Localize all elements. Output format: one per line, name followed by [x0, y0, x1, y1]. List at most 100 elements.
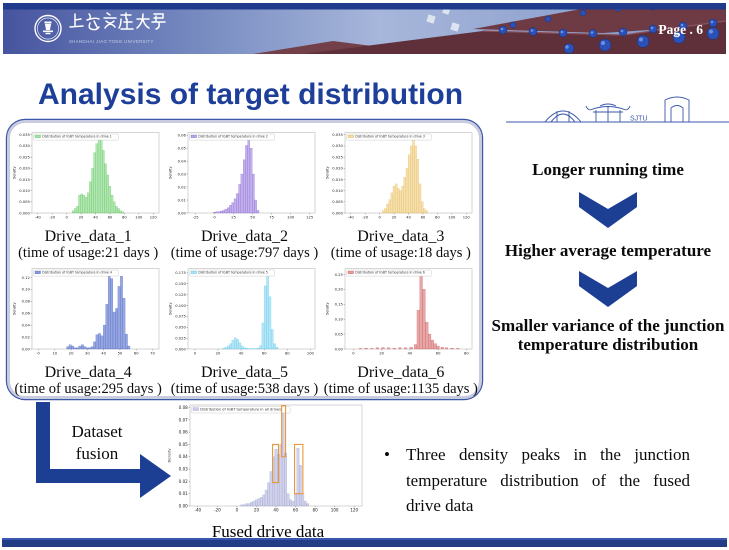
svg-text:20: 20	[216, 351, 221, 355]
bullet-marker: •	[384, 445, 390, 464]
svg-text:60: 60	[293, 508, 299, 513]
svg-text:0.025: 0.025	[19, 155, 30, 159]
svg-text:100: 100	[288, 215, 296, 219]
svg-text:40: 40	[407, 351, 412, 355]
dataset-fusion-arrow-icon	[36, 402, 171, 498]
page-title: Analysis of target distribution	[38, 78, 464, 111]
svg-text:0: 0	[66, 215, 69, 219]
banner-art: SHANGHAI JIAO TONG UNIVERSITY Page . 6	[3, 2, 727, 54]
svg-text:Density: Density	[13, 166, 17, 179]
svg-text:120: 120	[350, 508, 358, 513]
svg-text:Density: Density	[169, 302, 173, 315]
svg-text:-40: -40	[35, 215, 42, 219]
svg-text:40: 40	[273, 508, 279, 513]
svg-text:Density: Density	[325, 166, 329, 179]
svg-text:-20: -20	[362, 215, 369, 219]
bullet-text: Three density peaks in the junction temp…	[405, 445, 690, 515]
svg-text:0.075: 0.075	[176, 314, 187, 318]
svg-text:0.06: 0.06	[178, 133, 187, 137]
banner: SHANGHAI JIAO TONG UNIVERSITY Page . 6	[3, 2, 727, 54]
svg-text:0.05: 0.05	[334, 332, 343, 336]
svg-text:0.000: 0.000	[332, 211, 343, 215]
svg-text:30: 30	[85, 351, 90, 355]
svg-text:25: 25	[232, 215, 237, 219]
svg-text:120: 120	[463, 215, 471, 219]
chart-cell-drive4: 0 10 20 30 40 50 60 70 0.00 0.02 0.04 0.06 0.08 0.10 0…	[10, 262, 166, 398]
chart-subcaption: (time of usage:797 days )	[170, 244, 319, 261]
svg-text:0.03: 0.03	[178, 172, 187, 176]
svg-text:0.175: 0.175	[176, 271, 187, 275]
svg-text:Distribution of IGBT temperatu: Distribution of IGBT temperature in all …	[200, 407, 281, 411]
chart-subcaption: (time of usage:21 days )	[18, 244, 159, 261]
svg-text:0.015: 0.015	[332, 178, 343, 182]
svg-text:0.04: 0.04	[22, 323, 31, 327]
chart-subcaption: (time of usage:538 days )	[170, 380, 319, 397]
svg-text:0.020: 0.020	[332, 167, 343, 171]
svg-text:80: 80	[435, 215, 440, 219]
svg-text:Density: Density	[13, 302, 17, 315]
charts-panel: -40 -20 0 20 40 60 80 100 120 0.000 0.005 0.010 0.01…	[7, 120, 482, 399]
chart-cell-drive6: 0 20 40 60 80 0.00 0.05 0.10 0.15 0.20 0.25 Density…	[323, 262, 479, 398]
dataset-fusion-label: Dataset fusion	[71, 422, 123, 464]
svg-text:0.05: 0.05	[179, 442, 189, 447]
svg-text:70: 70	[150, 351, 155, 355]
svg-text:Distribution of IGBT temperatu: Distribution of IGBT temperature in driv…	[355, 135, 425, 139]
page-number: Page . 6	[658, 22, 703, 37]
svg-text:0.035: 0.035	[332, 133, 343, 137]
svg-text:10: 10	[53, 351, 58, 355]
svg-text:0.000: 0.000	[176, 347, 187, 351]
skyline-sketch-icon: SJTU	[506, 96, 729, 123]
svg-text:50: 50	[251, 215, 256, 219]
svg-text:20: 20	[69, 351, 74, 355]
chart-cell-drive5: 0 20 40 60 80 100 0.000 0.025 0.050 0.075 0.100 0.1…	[166, 262, 322, 398]
svg-text:100: 100	[307, 351, 315, 355]
chart-caption: Drive_data_4	[44, 363, 132, 381]
svg-text:-25: -25	[193, 215, 200, 219]
svg-text:Distribution of IGBT temperatu: Distribution of IGBT temperature in driv…	[199, 135, 269, 139]
histogram-fused: -40 -20 0 20 40 60 80 100 120 0.00 0.01 0.02 0.03 0.0…	[167, 398, 369, 523]
chart-cell-drive3: -40 -20 0 20 40 60 80 100 120 0.000 0.005 0.010 0.01…	[323, 126, 479, 262]
svg-text:0.00: 0.00	[334, 347, 343, 351]
svg-text:0.025: 0.025	[176, 336, 187, 340]
svg-text:100: 100	[448, 215, 456, 219]
histogram-drive5: 0 20 40 60 80 100 0.000 0.025 0.050 0.075 0.100 0.1…	[168, 262, 320, 364]
svg-text:0.01: 0.01	[178, 198, 186, 202]
svg-text:0: 0	[236, 508, 239, 513]
svg-text:0.005: 0.005	[332, 200, 343, 204]
svg-text:0.03: 0.03	[179, 467, 189, 472]
svg-text:0.10: 0.10	[22, 287, 31, 291]
svg-text:0.020: 0.020	[19, 167, 30, 171]
svg-text:0.005: 0.005	[19, 200, 30, 204]
university-logo-icon	[34, 14, 62, 43]
svg-text:0.015: 0.015	[19, 178, 30, 182]
svg-text:0.06: 0.06	[179, 430, 189, 435]
flow-step-1: Longer running time	[532, 160, 684, 179]
svg-text:0.05: 0.05	[178, 146, 187, 150]
svg-text:Density: Density	[325, 302, 329, 315]
svg-text:0.00: 0.00	[22, 347, 31, 351]
svg-text:100: 100	[135, 215, 143, 219]
svg-text:0.06: 0.06	[22, 311, 31, 315]
svg-text:40: 40	[101, 351, 106, 355]
svg-text:0.125: 0.125	[176, 293, 187, 297]
svg-text:0.01: 0.01	[179, 491, 189, 496]
svg-text:0.04: 0.04	[179, 454, 189, 459]
university-name-cn	[69, 12, 166, 31]
fused-chart-block: -40 -20 0 20 40 60 80 100 120 0.00 0.01 0.02 0.03 0.0…	[167, 398, 369, 542]
svg-text:0.12: 0.12	[22, 276, 30, 280]
chevron-down-icon	[579, 192, 637, 229]
svg-text:80: 80	[312, 508, 318, 513]
histogram-drive2: -25 0 25 50 75 100 125 0.00 0.01 0.02 0.03 0.04 0.05…	[168, 126, 320, 228]
svg-text:0.02: 0.02	[22, 335, 30, 339]
svg-text:80: 80	[122, 215, 127, 219]
histogram-drive1: -40 -20 0 20 40 60 80 100 120 0.000 0.005 0.010 0.01…	[12, 126, 164, 228]
chart-caption: Drive_data_1	[44, 228, 132, 245]
chevron-down-icon	[579, 271, 637, 308]
svg-text:75: 75	[270, 215, 275, 219]
svg-text:0.010: 0.010	[332, 189, 343, 193]
sketch-sjtu-label: SJTU	[630, 116, 648, 123]
svg-text:0.100: 0.100	[176, 304, 187, 308]
histogram-drive4: 0 10 20 30 40 50 60 70 0.00 0.02 0.04 0.06 0.08 0.10 0…	[12, 262, 164, 364]
flow-column: Longer running time Higher average tempe…	[487, 130, 729, 354]
svg-text:Density: Density	[169, 166, 173, 179]
